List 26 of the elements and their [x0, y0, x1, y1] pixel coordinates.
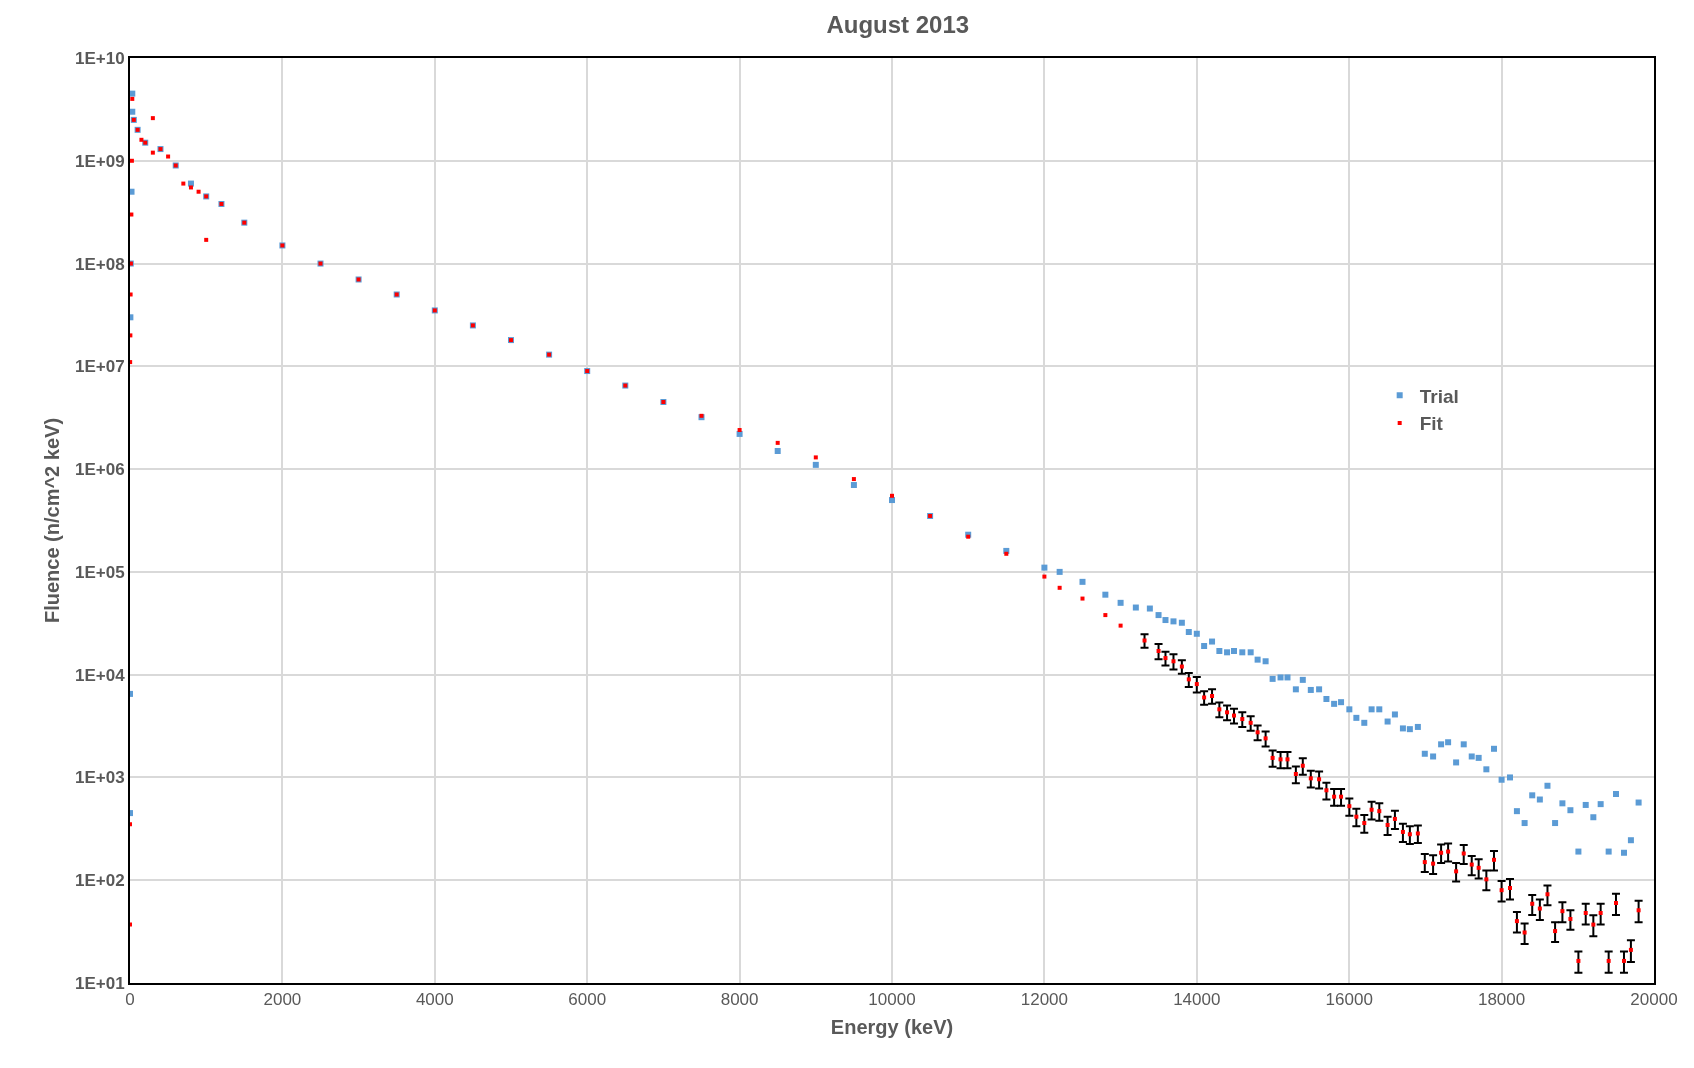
- x-tick-label: 12000: [1020, 990, 1069, 1010]
- y-tick-label: 1E+09: [74, 151, 125, 171]
- y-tick-label: 1E+06: [74, 460, 125, 480]
- x-tick-label: 6000: [568, 990, 607, 1010]
- y-tick-label: 1E+10: [74, 48, 125, 68]
- x-tick-label: 14000: [1173, 990, 1221, 1010]
- y-tick-label: 1E+02: [74, 871, 125, 891]
- y-tick-label: 1E+05: [74, 562, 125, 582]
- y-tick-label: 1E+07: [74, 357, 125, 377]
- x-tick-label: 2000: [263, 990, 302, 1010]
- chart-title: August 2013: [826, 10, 970, 38]
- y-axis-title: Fluence (n/cm^2 keV): [40, 417, 63, 624]
- y-tick-label: 1E+04: [74, 665, 126, 685]
- y-tick-label: 1E+03: [74, 768, 125, 788]
- legend-label: Fit: [1419, 413, 1444, 435]
- x-axis-title: Energy (keV): [830, 1016, 954, 1039]
- x-tick-label: 20000: [1630, 990, 1678, 1010]
- y-tick-label: 1E+08: [74, 254, 125, 274]
- y-tick-label: 1E+01: [74, 973, 125, 993]
- x-tick-label: 10000: [868, 990, 916, 1010]
- x-tick-label: 4000: [415, 990, 454, 1010]
- x-tick-label: 0: [125, 990, 135, 1010]
- legend-label: Trial: [1419, 385, 1459, 407]
- x-tick-label: 16000: [1325, 990, 1373, 1010]
- x-tick-label: 18000: [1477, 990, 1526, 1010]
- x-tick-label: 8000: [720, 990, 759, 1010]
